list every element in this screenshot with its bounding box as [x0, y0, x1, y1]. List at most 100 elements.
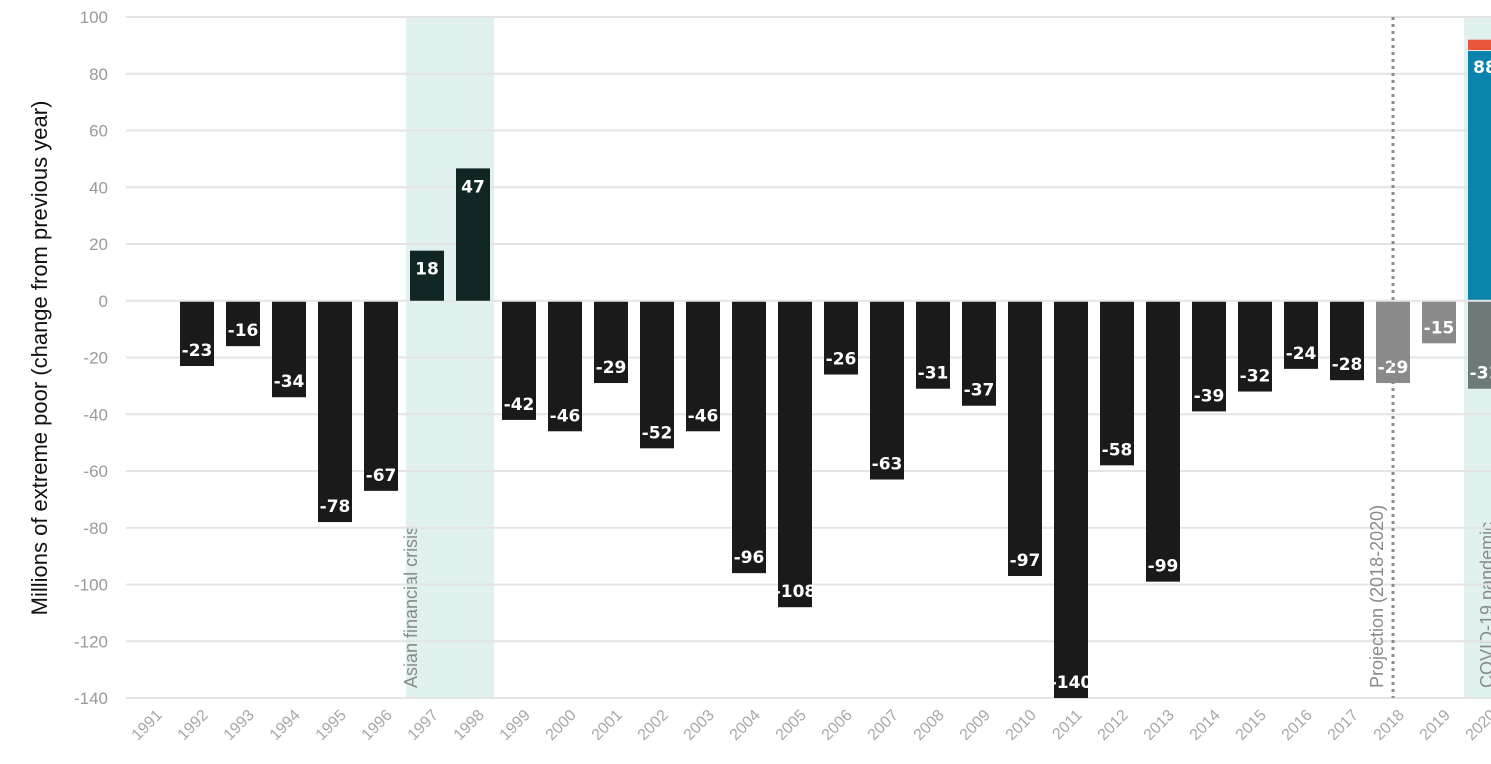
data-label-2013: -99: [1148, 557, 1179, 577]
data-label-1995: -78: [320, 497, 351, 517]
data-label-2012: -58: [1102, 440, 1133, 460]
x-tick-label: 1997: [405, 707, 442, 744]
x-tick-label: 2002: [635, 707, 672, 744]
data-label-2015: -32: [1240, 367, 1271, 387]
x-tick-label: 2003: [681, 707, 718, 744]
x-tick-label: 1993: [221, 707, 258, 744]
bar-2011: [1054, 301, 1088, 698]
data-label-2008: -31: [918, 364, 949, 384]
x-tick-label: 2009: [957, 707, 994, 744]
band-label-1: COVID-19 pandemic: [1477, 522, 1491, 688]
x-tick-label: 1992: [175, 707, 212, 744]
x-tick-label: 2006: [819, 707, 856, 744]
x-tick-label: 1996: [359, 707, 396, 744]
bar-2000: [548, 301, 582, 432]
bar-2001: [594, 301, 628, 384]
data-label-1994: -34: [274, 372, 305, 392]
x-tick-label: 2007: [865, 707, 902, 744]
x-tick-label: 2004: [727, 707, 764, 744]
x-tick-label: 2005: [773, 707, 810, 744]
bar-1992: [180, 301, 214, 367]
y-tick-label: -140: [74, 689, 108, 708]
x-tick-label: 2010: [1003, 707, 1040, 744]
band-label-0: Asian financial crisis: [401, 526, 421, 688]
bar-1994: [272, 301, 306, 398]
x-tick-label: 2018: [1371, 707, 1408, 744]
bar-2013: [1146, 301, 1180, 582]
y-axis-label: Millions of extreme poor (change from pr…: [27, 101, 52, 616]
x-tick-label: 2019: [1417, 707, 1454, 744]
data-label-2002: -52: [642, 423, 673, 443]
data-label-2006: -26: [826, 350, 857, 370]
x-tick-label: 2001: [589, 707, 626, 744]
data-labels: -23 -16 -34 -78 -67 18 47 -42 -46 -29 -52 -46 -96 -10…: [182, 58, 1491, 693]
x-tick-label: 2015: [1233, 707, 1270, 744]
x-tick-label: 2020: [1463, 707, 1491, 744]
x-tick-label: 2000: [543, 707, 580, 744]
x-tick-label: 2011: [1049, 707, 1085, 743]
x-tick-label: 2013: [1141, 707, 1178, 744]
y-tick-label: 0: [99, 292, 108, 311]
x-tick-label: 2016: [1279, 707, 1316, 744]
y-tick-label: -120: [74, 632, 108, 651]
data-label-2009: -37: [964, 381, 995, 401]
bar-2005: [778, 301, 812, 608]
data-label-1996: -67: [366, 466, 397, 486]
data-label-1997: 18: [415, 260, 439, 280]
data-label-2011: -140: [1050, 673, 1093, 693]
bars: [180, 39, 1491, 698]
projection-marker: Projection (2018-2020): [1367, 17, 1395, 698]
bar-2017: [1330, 301, 1364, 381]
bar-1997: [410, 250, 444, 301]
data-label-2005: -108: [774, 582, 817, 602]
y-tick-label: 20: [89, 235, 108, 254]
data-label-1992: -23: [182, 341, 213, 361]
bar-2020: [1468, 301, 1491, 389]
x-tick-label: 2017: [1325, 707, 1362, 744]
y-tick-label: -80: [83, 519, 108, 538]
data-label-2016: -24: [1286, 344, 1317, 364]
x-tick-label: 1994: [267, 707, 304, 744]
x-tick-label: 2014: [1187, 707, 1224, 744]
bar-2015: [1238, 301, 1272, 392]
x-axis-ticks: 1991 1992 1993 1994 1995 1996 1997 1998 1999 2000…: [129, 707, 1491, 744]
x-tick-label: 1999: [497, 707, 534, 744]
bar-2004: [732, 301, 766, 574]
bar-2009: [962, 301, 996, 406]
data-label-2010: -97: [1010, 551, 1041, 571]
y-axis-ticks: 100 80 60 40 20 0 -20 -40 -60 -80 -100 -120 -140: [74, 8, 108, 708]
data-label-2004: -96: [734, 548, 765, 568]
bar-2010: [1008, 301, 1042, 576]
data-label-1999: -42: [504, 395, 535, 415]
data-label-2017: -28: [1332, 355, 1363, 375]
bar-2016: [1284, 301, 1318, 369]
bar-1999: [502, 301, 536, 420]
bar-1998: [456, 168, 490, 301]
bar-2006: [824, 301, 858, 375]
data-label-2014: -39: [1194, 386, 1225, 406]
y-tick-label: 80: [89, 65, 108, 84]
bar-1995: [318, 301, 352, 523]
data-label-1993: -16: [228, 321, 259, 341]
data-label-2020: -31: [1470, 364, 1491, 384]
x-tick-label: 1998: [451, 707, 488, 744]
bar-2012: [1100, 301, 1134, 466]
x-tick-label: 2012: [1095, 707, 1132, 744]
y-tick-label: -40: [83, 405, 108, 424]
bar-2002: [640, 301, 674, 449]
bar-2020-increase-top: [1468, 39, 1491, 51]
x-tick-label: 2008: [911, 707, 948, 744]
y-tick-label: -60: [83, 462, 108, 481]
data-label-2019: -15: [1424, 318, 1455, 338]
data-label-2000: -46: [550, 406, 581, 426]
bar-2008: [916, 301, 950, 389]
bar-2020-increase: [1468, 51, 1491, 300]
bar-1993: [226, 301, 260, 347]
y-tick-label: 60: [89, 122, 108, 141]
bar-2019: [1422, 301, 1456, 344]
x-tick-label: 1995: [313, 707, 350, 744]
bar-2007: [870, 301, 904, 480]
data-label-1998: 47: [461, 177, 485, 197]
y-tick-label: -100: [74, 576, 108, 595]
